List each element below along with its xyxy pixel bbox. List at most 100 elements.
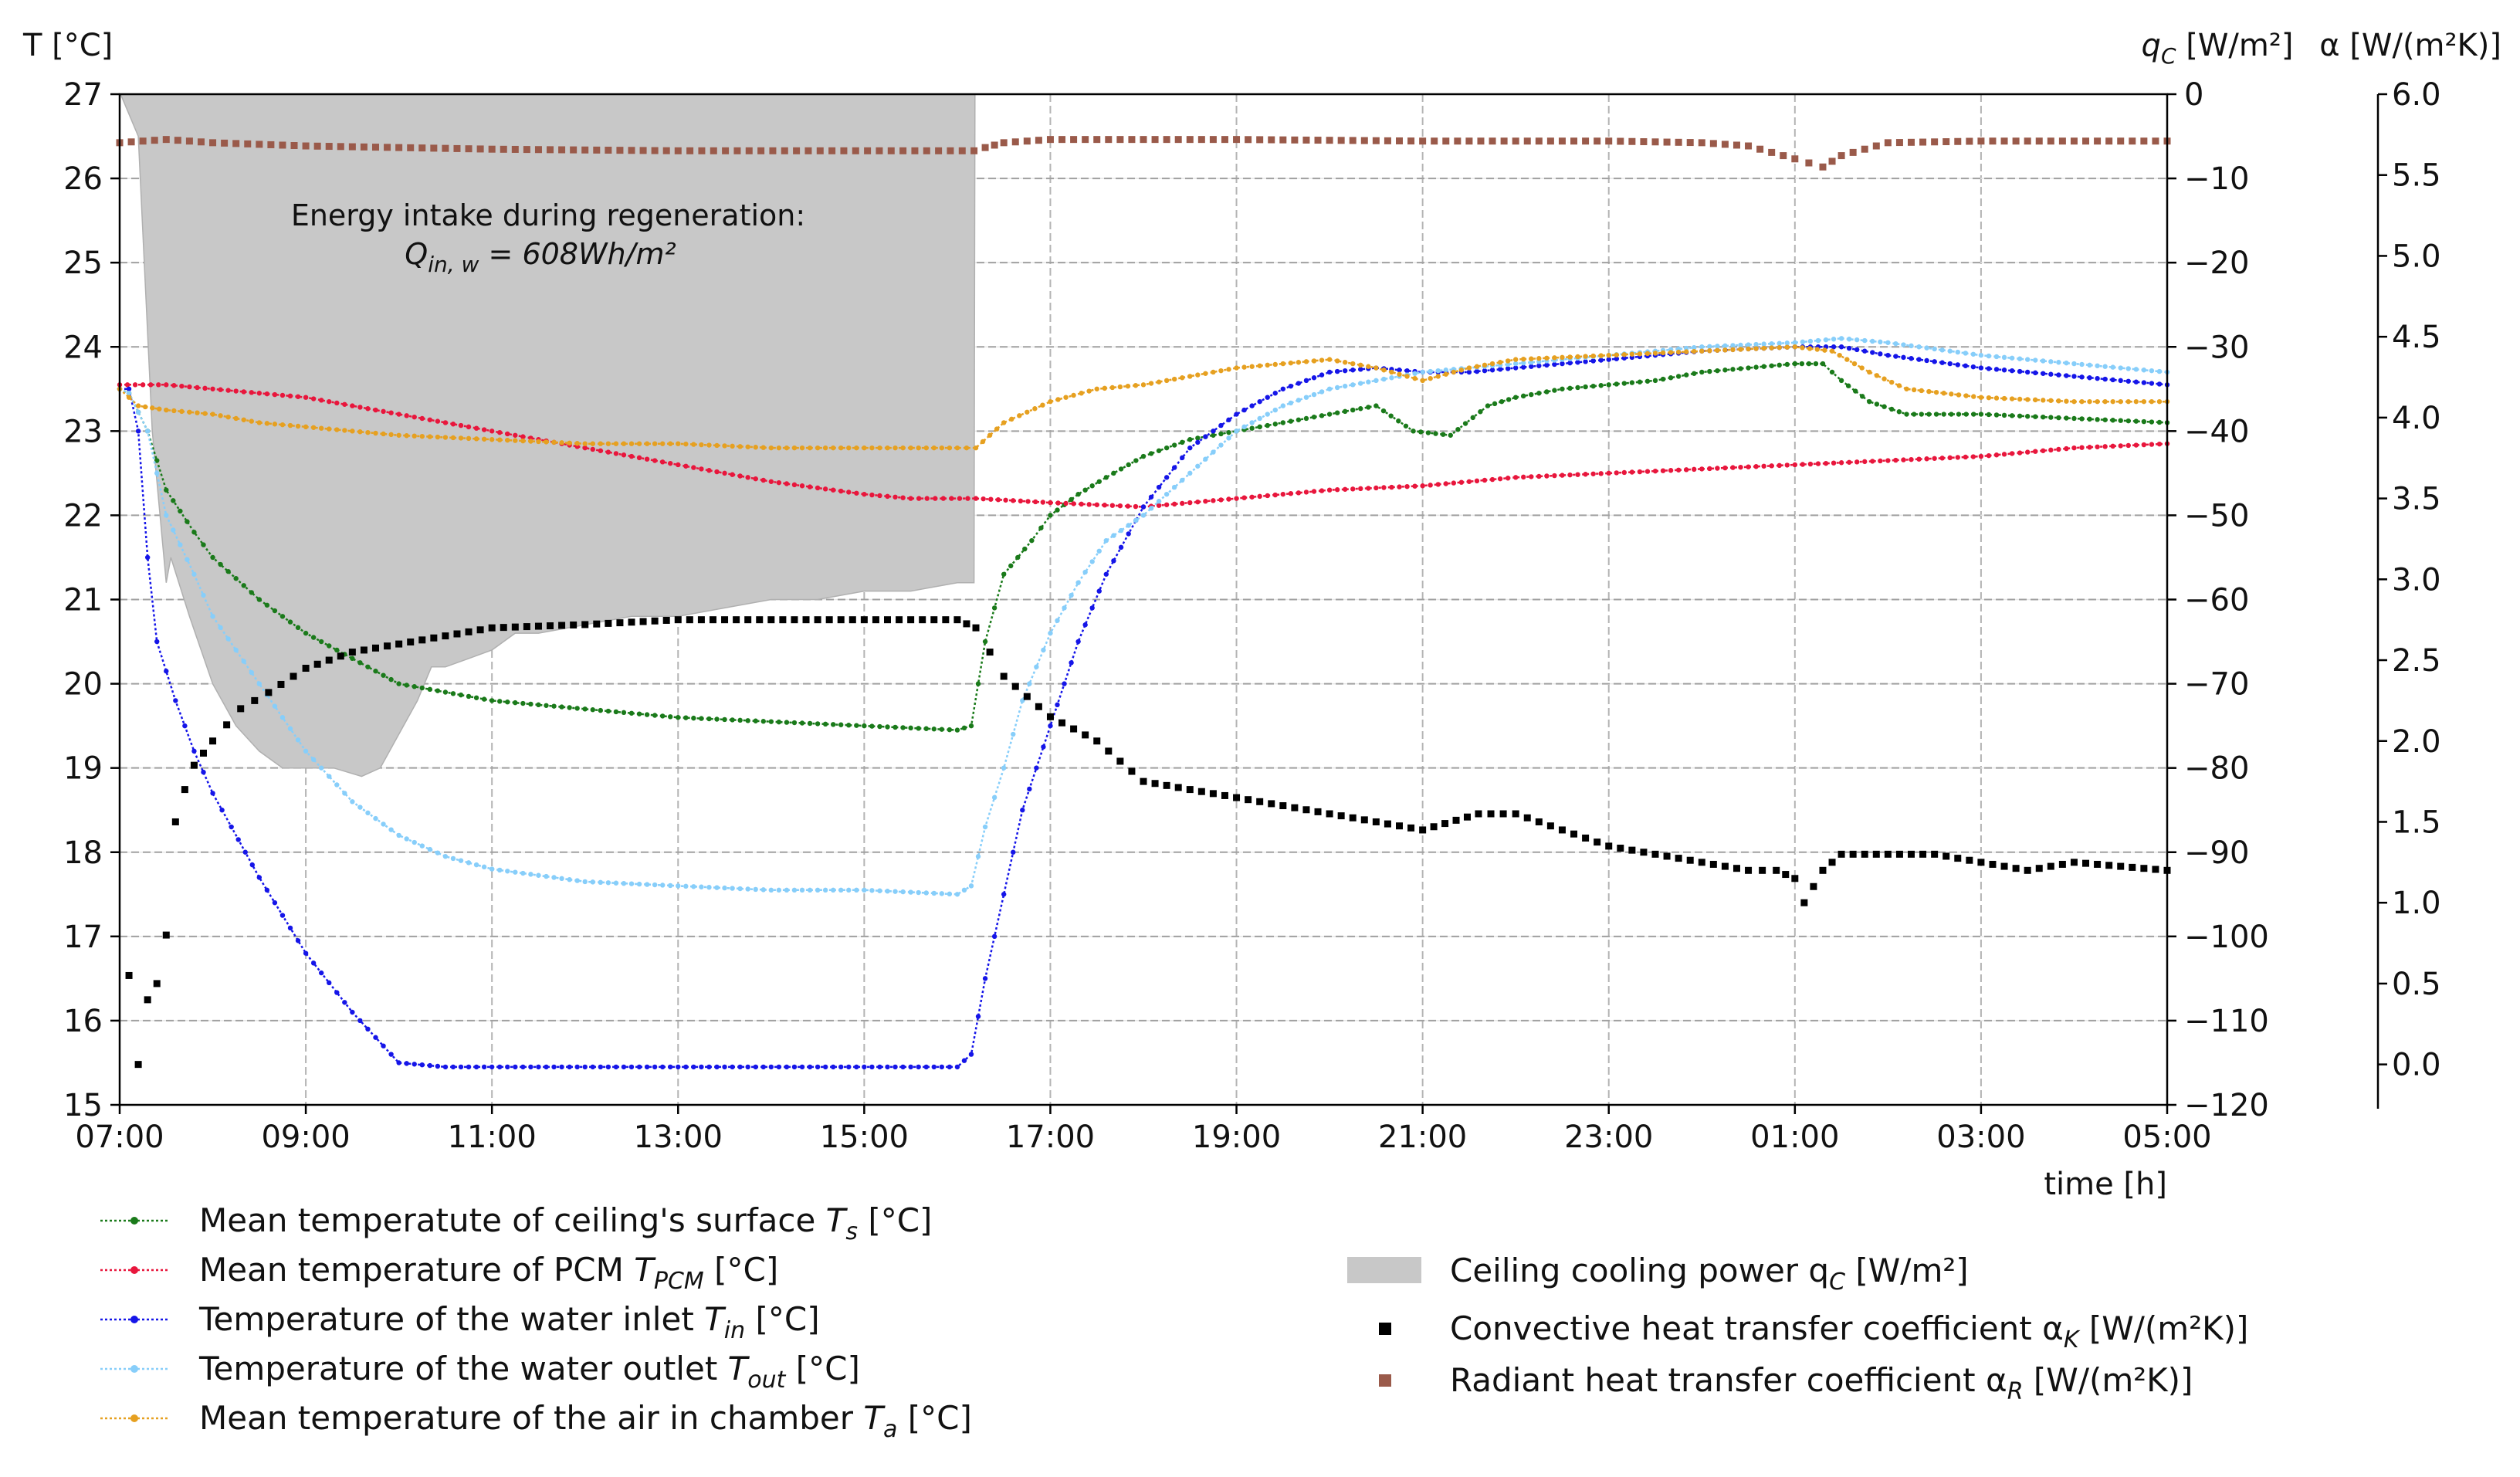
data-point <box>1055 397 1061 402</box>
data-point <box>126 386 132 391</box>
data-point <box>1529 360 1534 365</box>
data-point <box>1151 136 1159 144</box>
data-point <box>768 445 774 451</box>
data-point <box>419 415 425 422</box>
data-point <box>1334 487 1340 493</box>
data-point <box>807 720 813 727</box>
data-point <box>1605 842 1613 850</box>
data-point <box>1337 137 1345 144</box>
data-point <box>1947 348 1953 354</box>
data-point <box>2071 445 2077 451</box>
data-point <box>1523 814 1531 821</box>
data-point <box>154 639 160 645</box>
data-point <box>574 706 580 711</box>
data-point <box>2117 137 2125 145</box>
data-point <box>877 493 882 499</box>
data-point <box>1560 361 1565 367</box>
data-point <box>621 1064 627 1070</box>
data-point <box>1769 345 1774 351</box>
data-point <box>1761 341 1766 347</box>
data-point <box>1311 358 1317 364</box>
data-point <box>1854 337 1860 343</box>
data-point <box>923 1064 929 1070</box>
data-point <box>2118 365 2123 371</box>
data-point <box>310 960 317 966</box>
data-point <box>781 147 788 154</box>
data-point <box>1949 412 1954 417</box>
data-point <box>1256 798 1264 805</box>
data-point <box>1234 429 1239 434</box>
data-point <box>2041 371 2046 376</box>
data-point <box>1195 463 1201 469</box>
data-point <box>544 873 549 879</box>
data-point <box>1844 357 1850 362</box>
data-point <box>1029 537 1035 544</box>
data-point <box>784 481 790 486</box>
data-point <box>523 623 530 631</box>
data-point <box>134 1061 142 1069</box>
data-point <box>760 887 766 893</box>
data-point <box>1854 347 1860 353</box>
data-point <box>699 442 704 448</box>
data-point <box>458 435 464 441</box>
data-point <box>1195 435 1201 441</box>
data-point <box>1163 445 1170 451</box>
data-point <box>908 1064 913 1070</box>
data-point <box>1156 499 1162 504</box>
data-point <box>466 693 472 700</box>
data-point <box>760 445 766 450</box>
data-point <box>1234 496 1239 501</box>
data-point <box>144 429 151 434</box>
data-point <box>674 147 682 154</box>
data-point <box>500 145 507 153</box>
data-point <box>1986 452 1992 459</box>
data-point <box>233 415 239 422</box>
data-point <box>381 672 386 678</box>
data-point <box>1418 429 1424 435</box>
data-point <box>1218 422 1224 429</box>
data-point <box>2001 368 2007 373</box>
data-point <box>199 749 207 757</box>
data-point <box>1791 875 1799 882</box>
data-point <box>295 938 301 943</box>
data-point <box>302 665 310 672</box>
data-point <box>1499 398 1505 405</box>
data-point <box>1904 386 1909 391</box>
data-point <box>218 561 223 567</box>
data-point <box>815 1064 821 1070</box>
data-point <box>1849 148 1857 156</box>
data-point <box>1256 136 1264 144</box>
data-point <box>473 425 479 431</box>
legend-square-marker <box>1379 1374 1391 1387</box>
data-point <box>135 429 141 434</box>
data-point <box>621 452 627 458</box>
data-point <box>162 931 170 939</box>
data-point <box>1419 137 1427 145</box>
data-point <box>1815 461 1821 466</box>
data-point <box>1807 338 1814 344</box>
data-point <box>404 836 409 842</box>
data-point <box>1463 813 1471 821</box>
alpha-tick-label: 0.0 <box>2392 1048 2441 1083</box>
data-point <box>1384 137 1391 144</box>
data-point <box>1105 747 1113 755</box>
data-point <box>313 660 321 668</box>
data-point <box>699 716 704 721</box>
data-point <box>776 479 782 486</box>
data-point <box>947 445 953 451</box>
data-point <box>124 382 130 388</box>
data-point <box>1055 507 1060 513</box>
data-point <box>1350 382 1356 388</box>
data-point <box>1466 365 1472 371</box>
data-point <box>505 700 510 705</box>
data-point <box>171 818 179 825</box>
data-point <box>1971 394 1976 399</box>
data-point <box>659 441 666 446</box>
data-point <box>1919 388 1924 394</box>
data-point <box>1660 468 1666 473</box>
data-point <box>458 692 464 698</box>
data-point <box>1862 337 1868 344</box>
data-point <box>1575 360 1580 365</box>
data-point <box>1617 845 1624 852</box>
data-point <box>815 445 821 451</box>
